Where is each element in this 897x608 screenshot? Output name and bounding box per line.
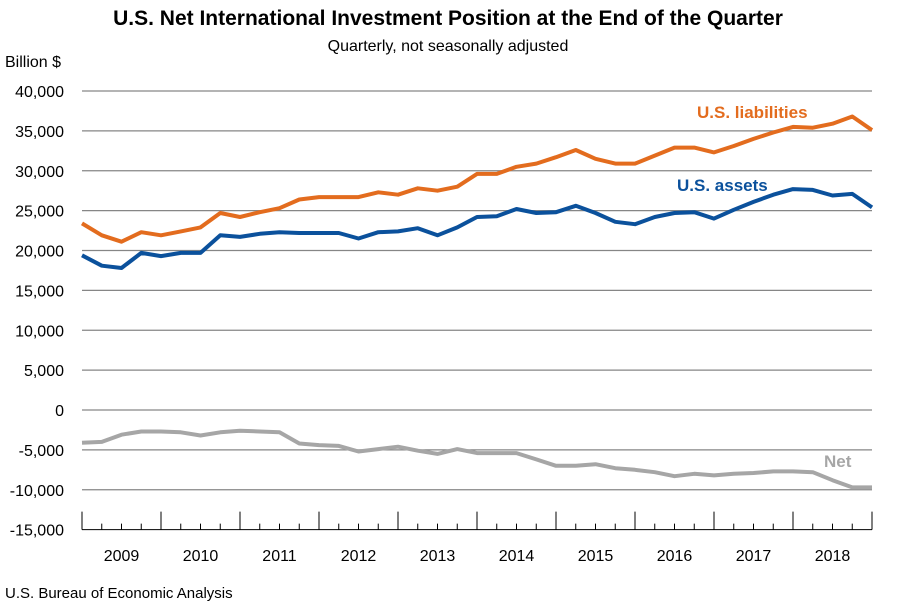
y-tick-label: 30,000: [15, 164, 64, 181]
x-tick-label: 2014: [499, 548, 535, 565]
x-tick-label: 2009: [104, 548, 140, 565]
y-tick-label: 20,000: [15, 244, 64, 261]
source-note: U.S. Bureau of Economic Analysis: [5, 585, 233, 602]
y-tick-label: -10,000: [10, 483, 64, 500]
y-tick-label: 40,000: [15, 84, 64, 101]
y-tick-label: 0: [55, 403, 64, 420]
series-line-u-s-liabilities: [80, 114, 874, 244]
label-assets: U.S. assets: [677, 176, 768, 195]
y-axis-label: Billion $: [5, 54, 61, 71]
y-tick-label: 35,000: [15, 124, 64, 141]
y-tick-label: 5,000: [24, 363, 64, 380]
chart-title: U.S. Net International Investment Positi…: [113, 7, 783, 30]
y-tick-label: -5,000: [19, 443, 64, 460]
x-tick-label: 2010: [183, 548, 219, 565]
label-liabilities: U.S. liabilities: [697, 103, 808, 122]
x-tick-label: 2017: [736, 548, 772, 565]
x-tick-label: 2013: [420, 548, 456, 565]
y-tick-label: -15,000: [10, 523, 64, 540]
y-tick-label: 10,000: [15, 323, 64, 340]
x-tick-label: 2016: [657, 548, 693, 565]
y-tick-label: 15,000: [15, 283, 64, 300]
label-net: Net: [824, 452, 852, 471]
x-tick-label: 2018: [815, 548, 851, 565]
chart-subtitle: Quarterly, not seasonally adjusted: [328, 38, 569, 55]
x-tick-label: 2011: [262, 548, 297, 565]
x-tick-label: 2012: [341, 548, 377, 565]
y-tick-label: 25,000: [15, 204, 64, 221]
series-line-u-s-assets: [81, 187, 874, 270]
x-tick-label: 2015: [578, 548, 614, 565]
series-line-net: [81, 428, 872, 490]
